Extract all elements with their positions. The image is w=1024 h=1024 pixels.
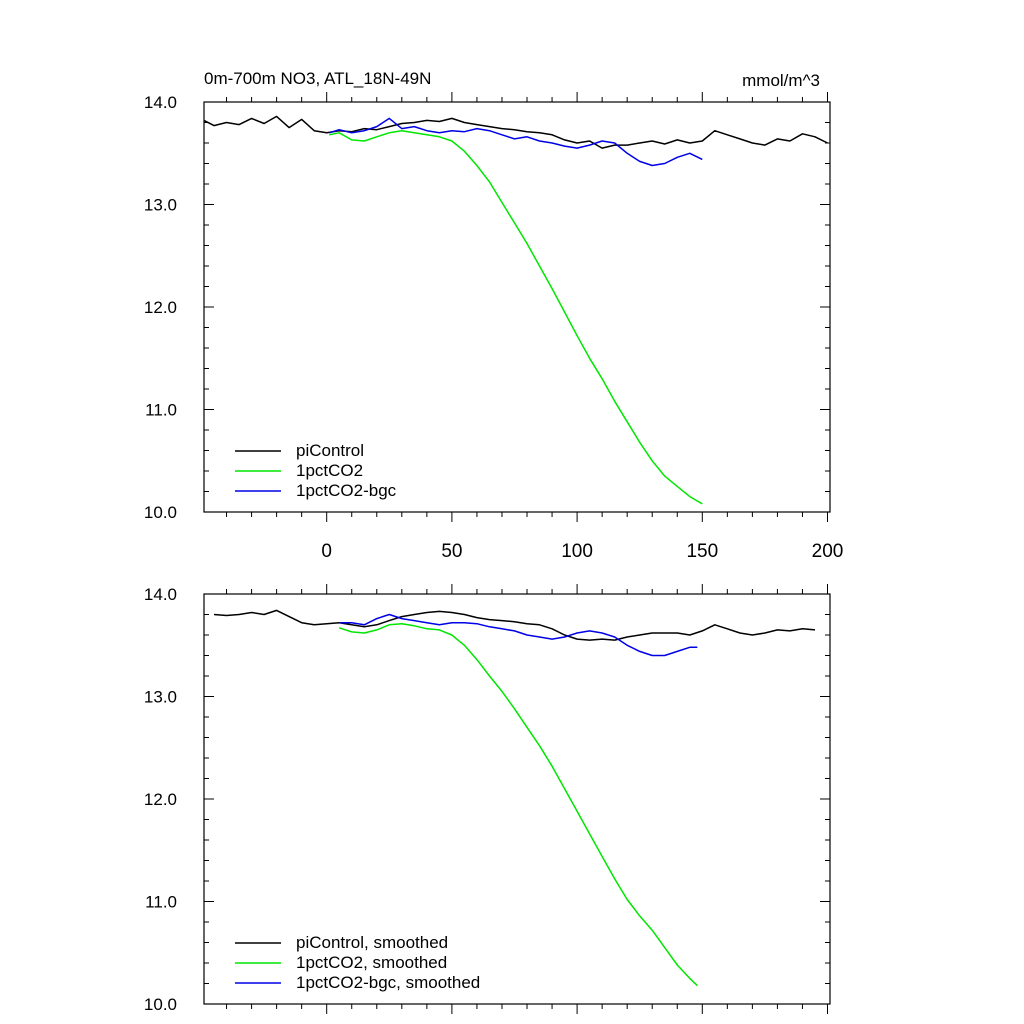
y-tick-label: 14.0 xyxy=(144,585,177,604)
figure-title: 0m-700m NO3, ATL_18N-49N xyxy=(204,69,431,88)
top-panel: 10.0 11.0 12.0 13.0 14.0 0 50 100 150 200 piContro… xyxy=(144,92,843,562)
y-tick-label: 11.0 xyxy=(145,401,177,420)
series-line-0 xyxy=(213,609,816,641)
series-line-1 xyxy=(329,129,703,505)
series-line-2 xyxy=(339,613,698,657)
y-tick-label: 12.0 xyxy=(144,298,177,317)
legend-label: 1pctCO2-bgc, smoothed xyxy=(296,973,480,992)
series-line-2 xyxy=(328,117,703,167)
legend-label: 1pctCO2-bgc xyxy=(296,481,397,500)
x-tick-label: 200 xyxy=(812,541,844,562)
series-line-1 xyxy=(338,622,698,987)
legend-label: 1pctCO2, smoothed xyxy=(296,953,447,972)
x-tick-label: 50 xyxy=(441,541,462,562)
x-tick-label: 150 xyxy=(686,541,718,562)
units-label: mmol/m^3 xyxy=(742,71,820,90)
y-tick-label: 11.0 xyxy=(145,893,177,912)
y-tick-label: 14.0 xyxy=(144,93,177,112)
y-tick-label: 13.0 xyxy=(144,688,177,707)
legend-label: piControl xyxy=(296,441,364,460)
y-tick-label: 13.0 xyxy=(144,196,177,215)
y-tick-label: 10.0 xyxy=(144,503,177,522)
x-tick-label: 100 xyxy=(561,541,593,562)
legend-label: 1pctCO2 xyxy=(296,461,363,480)
series-line-0 xyxy=(203,115,828,149)
x-tick-label: 0 xyxy=(321,541,332,562)
legend-label: piControl, smoothed xyxy=(296,933,448,952)
y-tick-label: 10.0 xyxy=(144,995,177,1014)
y-tick-label: 12.0 xyxy=(144,790,177,809)
